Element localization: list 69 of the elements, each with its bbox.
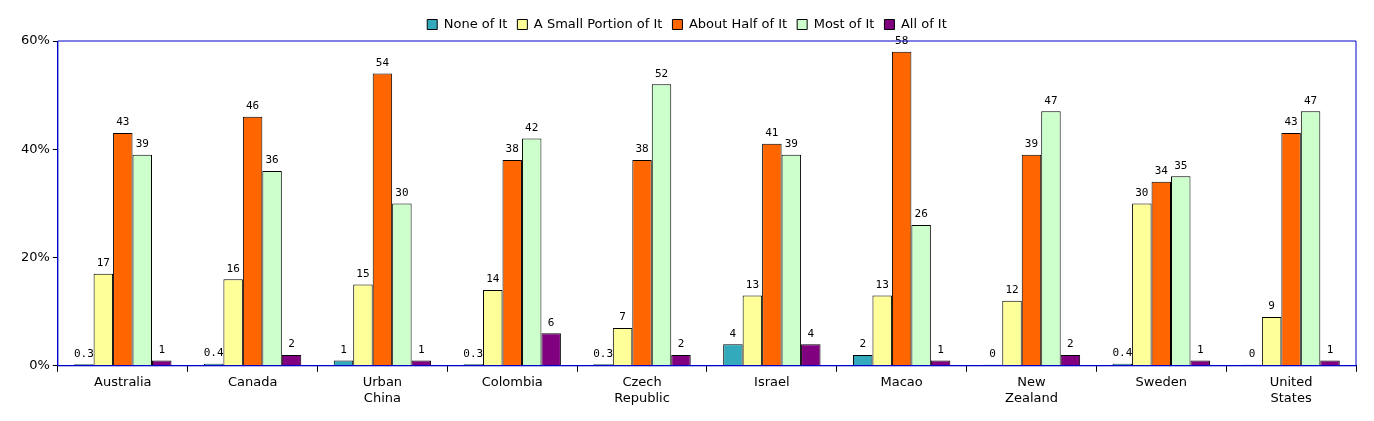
legend-label: A Small Portion of It — [533, 15, 663, 31]
data-label: 4 — [729, 326, 737, 340]
data-label: 1 — [418, 342, 425, 356]
data-label: 0 — [989, 347, 996, 361]
y-tick-label: 40% — [20, 140, 50, 156]
data-label: 39 — [1024, 137, 1039, 151]
data-label: 43 — [116, 115, 130, 129]
x-tick-label: Macao — [880, 373, 923, 389]
data-label: 16 — [226, 261, 240, 275]
data-label: 0.3 — [593, 346, 614, 360]
data-label: 1 — [937, 342, 944, 356]
x-tick-label: Israel — [754, 373, 790, 389]
legend-label: Most of It — [813, 15, 875, 31]
y-tick-label: 20% — [20, 248, 50, 264]
data-label: 0.3 — [463, 346, 484, 360]
data-label: 58 — [895, 34, 909, 48]
data-label: 17 — [96, 256, 110, 270]
data-label: 30 — [395, 185, 409, 199]
data-label: 47 — [1303, 93, 1318, 107]
data-label: 13 — [875, 277, 889, 291]
data-label: 1 — [1326, 342, 1334, 356]
y-tick-label: 0% — [29, 357, 50, 373]
x-tick-label: Canada — [227, 373, 278, 389]
data-label: 2 — [859, 337, 867, 351]
data-label: 1 — [1196, 342, 1204, 356]
data-label: 4 — [807, 326, 815, 340]
data-label: 0.4 — [203, 345, 224, 359]
data-label: 7 — [619, 310, 626, 324]
data-label: 26 — [914, 207, 928, 221]
legend-label: All of It — [900, 15, 947, 31]
data-label: 39 — [784, 137, 798, 151]
x-tick-label: United States — [1269, 373, 1313, 405]
data-label: 0 — [1248, 347, 1256, 361]
data-label: 46 — [245, 99, 260, 113]
data-label: 38 — [505, 142, 519, 156]
x-tick-label: New Zealand — [1005, 373, 1058, 405]
data-label: 54 — [375, 55, 390, 69]
data-label: 0.4 — [1112, 345, 1133, 359]
data-label: 13 — [745, 277, 760, 291]
data-label: 41 — [765, 126, 779, 140]
data-label: 1 — [340, 342, 347, 356]
data-label: 36 — [265, 153, 279, 167]
x-tick-label: Czech Republic — [614, 373, 670, 405]
x-tick-label: Colombia — [481, 373, 543, 389]
y-tick-label: 60% — [20, 32, 50, 48]
data-label: 9 — [1268, 299, 1275, 313]
data-label: 14 — [486, 272, 500, 286]
data-label: 0.3 — [73, 346, 94, 360]
data-label: 35 — [1174, 158, 1188, 172]
data-label: 52 — [654, 66, 669, 80]
data-label: 2 — [1067, 337, 1074, 351]
data-label: 12 — [1005, 283, 1019, 297]
data-label: 38 — [635, 142, 649, 156]
data-label: 47 — [1044, 93, 1058, 107]
legend-label: About Half of It — [688, 15, 788, 31]
data-label: 2 — [288, 337, 295, 351]
x-tick-label: Australia — [94, 373, 152, 389]
data-label: 43 — [1284, 115, 1298, 129]
data-label: 39 — [135, 137, 149, 151]
data-label: 42 — [525, 120, 539, 134]
x-tick-label: Urban China — [362, 373, 403, 405]
data-label: 30 — [1135, 185, 1149, 199]
data-label: 34 — [1154, 164, 1169, 178]
data-label: 6 — [547, 315, 555, 329]
data-label: 1 — [158, 342, 166, 356]
legend-label: None of It — [443, 15, 508, 31]
data-label: 15 — [356, 266, 370, 280]
data-label: 2 — [677, 337, 685, 351]
x-tick-label: Sweden — [1135, 373, 1187, 389]
